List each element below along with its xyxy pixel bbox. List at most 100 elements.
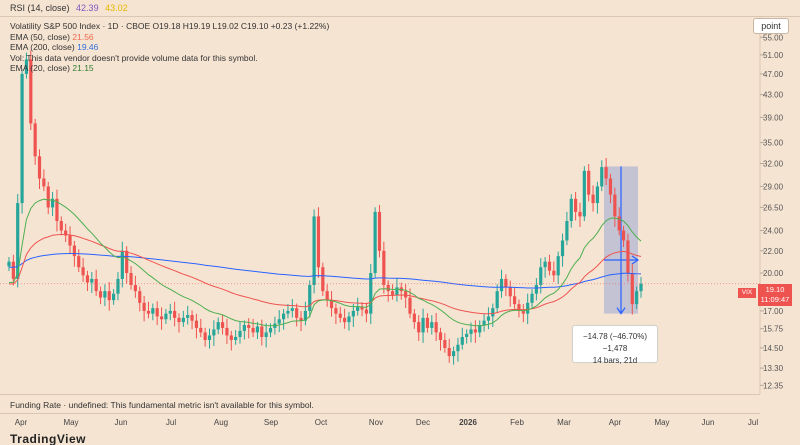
candle-body <box>81 267 85 276</box>
measure-tooltip: −14.78 (−46.70%) −1,478 14 bars, 21d <box>572 325 658 365</box>
rsi-value: 42.39 <box>76 3 99 13</box>
price-tick-label: 43.00 <box>763 91 784 100</box>
candle-body <box>430 322 434 328</box>
candle-body <box>238 330 242 337</box>
rsi-indicator-header[interactable]: RSI (14, close) 42.39 43.02 <box>0 0 800 17</box>
candle-body <box>321 267 325 292</box>
candle-body <box>203 332 207 341</box>
bar-countdown: 11:09:47 <box>760 295 790 304</box>
candle-body <box>639 283 643 292</box>
candle-body <box>513 296 517 305</box>
candle-body <box>486 316 491 321</box>
candle-body <box>438 332 443 341</box>
candle-body <box>142 302 146 311</box>
candle-body <box>199 327 203 333</box>
candle-body <box>621 230 626 241</box>
rsi-label: RSI (14, close) <box>10 3 70 13</box>
candle-body <box>521 310 525 314</box>
candle-body <box>600 167 604 187</box>
candle-body <box>173 310 177 318</box>
candle-body <box>613 194 617 217</box>
measure-change: −14.78 (−46.70%) −1,478 <box>582 332 648 353</box>
candle-body <box>186 315 190 318</box>
candle-body <box>164 313 168 320</box>
candle-body <box>129 273 133 285</box>
candle-body <box>7 261 11 267</box>
candle-body <box>308 284 312 311</box>
ema200-line <box>8 253 642 289</box>
candle-body <box>133 284 137 292</box>
candle-body <box>295 308 299 318</box>
measure-arrow-head-right <box>631 255 640 265</box>
last-price: 19.10 <box>765 285 785 294</box>
candle-body <box>251 327 255 333</box>
candle-body <box>495 291 499 309</box>
point-mode-button[interactable]: point <box>753 18 789 34</box>
candle-body <box>499 278 504 292</box>
candle-body <box>360 306 364 310</box>
candle-body <box>425 317 430 328</box>
candles <box>7 50 643 365</box>
time-axis[interactable]: Apr May Jun Jul Aug Sep Oct Nov Dec 2026 Feb Mar Apr… <box>0 413 760 429</box>
price-tick-label: 22.00 <box>763 247 784 256</box>
candle-body <box>212 329 216 336</box>
candle-body <box>460 336 464 345</box>
candle-body <box>347 316 351 323</box>
candle-body <box>408 297 412 314</box>
candle-body <box>50 198 55 208</box>
candle-body <box>68 235 72 246</box>
candle-body <box>421 317 425 333</box>
candle-body <box>338 313 342 318</box>
candle-body <box>560 240 565 257</box>
candle-body <box>329 300 334 309</box>
ema200-label[interactable]: EMA (200, close) <box>10 42 75 53</box>
price-tick-label: 35.00 <box>763 139 784 148</box>
time-tick-label: Nov <box>368 418 384 427</box>
candle-body <box>595 186 600 204</box>
funding-rate-pane: Funding Rate · undefined: This fundament… <box>0 394 760 413</box>
candle-body <box>356 306 360 311</box>
candle-body <box>207 335 212 341</box>
price-tick-label: 55.00 <box>763 33 784 42</box>
candle-body <box>24 59 29 74</box>
candle-body <box>59 221 63 231</box>
candle-body <box>351 310 355 317</box>
candle-body <box>386 284 390 292</box>
candle-body <box>242 325 246 331</box>
price-tick-label: 17.00 <box>763 307 784 316</box>
chart-legend: Volatility S&P 500 Index · 1D · CBOE O19… <box>10 21 329 74</box>
candle-body <box>20 73 24 204</box>
price-axis: 12.3513.3014.5015.7517.0018.5020.0022.00… <box>760 33 784 390</box>
candle-body <box>290 308 294 311</box>
candle-body <box>264 332 268 337</box>
price-tick-label: 39.00 <box>763 113 784 122</box>
candle-body <box>404 291 408 298</box>
last-price-tag: 19.10 11:09:47 <box>758 284 792 306</box>
candle-body <box>443 340 447 348</box>
price-tick-label: 32.00 <box>763 159 784 168</box>
candle-body <box>229 335 233 341</box>
price-tick-label: 13.30 <box>763 364 784 373</box>
candle-body <box>547 261 552 271</box>
candle-body <box>364 309 369 314</box>
candle-body <box>151 308 155 314</box>
symbol-title[interactable]: Volatility S&P 500 Index · 1D · CBOE <box>10 21 151 31</box>
time-tick-label: Feb <box>510 418 524 427</box>
candle-body <box>451 351 456 357</box>
measure-arrow-head <box>616 307 626 315</box>
time-tick-label: Jul <box>747 418 759 427</box>
price-tick-label: 24.00 <box>763 227 784 236</box>
ema50-label[interactable]: EMA (50, close) <box>10 31 70 42</box>
candle-body <box>177 317 181 323</box>
candle-body <box>517 304 521 311</box>
measure-bars: 14 bars, 21d <box>592 356 638 365</box>
ema20-label[interactable]: EMA (20, close) <box>10 63 70 74</box>
ema20-value: 21.15 <box>72 63 94 74</box>
candle-body <box>565 221 569 241</box>
candle-body <box>491 308 495 317</box>
time-tick-label: Apr <box>608 418 622 427</box>
ema-lines <box>8 198 642 327</box>
funding-rate-text: Funding Rate · undefined: This fundament… <box>10 400 314 410</box>
candle-body <box>64 230 68 236</box>
candle-body <box>390 291 395 295</box>
